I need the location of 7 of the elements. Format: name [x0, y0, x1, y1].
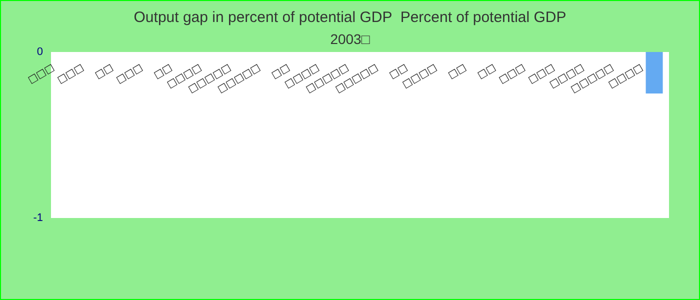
- y-tick-label: 0: [36, 46, 43, 58]
- x-tick-label: □□: [476, 62, 498, 82]
- y-tick-label: -1: [33, 212, 43, 224]
- chart-title: Output gap in percent of potential GDP Percent of potential GDP: [134, 9, 566, 26]
- chart-subtitle: 2003□: [330, 31, 370, 47]
- x-tick-label: □□: [93, 62, 116, 82]
- x-tick-label: □□: [446, 62, 468, 82]
